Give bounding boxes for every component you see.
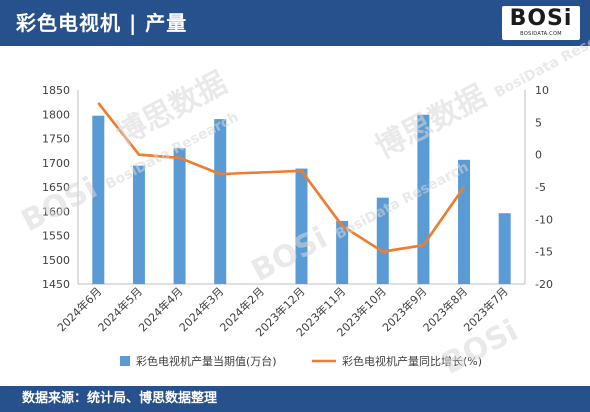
y-left-tick-label: 1650 — [42, 181, 70, 194]
legend-swatch-bar — [120, 356, 130, 366]
series-line — [97, 102, 221, 176]
legend-label-bar: 彩色电视机产量当期值(万台) — [136, 354, 277, 368]
bar — [498, 213, 511, 284]
y-right-tick-label: -10 — [535, 213, 553, 226]
y-left-tick-label: 1500 — [42, 254, 70, 267]
bar — [376, 197, 389, 284]
y-right-tick-label: 5 — [535, 116, 542, 129]
bar — [92, 115, 105, 284]
bar — [173, 148, 186, 284]
bar — [214, 119, 227, 284]
footer-bar: 数据来源：统计局、博思数据整理 — [0, 386, 590, 412]
y-right-tick-label: -20 — [535, 278, 553, 291]
y-left-tick-label: 1450 — [42, 278, 70, 291]
y-left-tick-label: 1700 — [42, 157, 70, 170]
bar — [458, 159, 471, 284]
y-right-tick-label: 0 — [535, 149, 542, 162]
header-bar: 彩色电视机 | 产量 BOSi BOSIDATA.COM — [0, 0, 590, 46]
combo-chart: 1450 1500 1550 1600 1650 1700 1750 1800 1850 -20 -… — [42, 84, 553, 368]
x-tick-label: 2023年7月 — [461, 284, 511, 334]
bar — [295, 168, 308, 284]
y-right-tick-label: 10 — [535, 84, 549, 97]
bar — [132, 165, 145, 284]
y-left-tick-label: 1550 — [42, 230, 70, 243]
logo-subtext: BOSIDATA.COM — [520, 31, 562, 37]
y-right-tick-label: -15 — [535, 246, 553, 259]
brand-logo: BOSi BOSIDATA.COM — [502, 6, 580, 40]
y-left-tick-label: 1600 — [42, 205, 70, 218]
y-left-tick-label: 1850 — [42, 84, 70, 97]
y-right-tick-label: -5 — [535, 181, 546, 194]
chart-area: 1450 1500 1550 1600 1650 1700 1750 1800 1850 -20 -… — [0, 46, 590, 386]
series-line-continuous — [97, 102, 466, 253]
y-left-tick-label: 1750 — [42, 133, 70, 146]
y-left-tick-label: 1800 — [42, 108, 70, 121]
bar — [336, 220, 349, 284]
data-source: 数据来源：统计局、博思数据整理 — [22, 391, 218, 406]
legend-label-line: 彩色电视机产量同比增长(%) — [342, 354, 482, 368]
page-title: 彩色电视机 | 产量 — [16, 11, 188, 35]
logo-mark: BOSi — [509, 6, 573, 31]
bar — [417, 114, 430, 284]
